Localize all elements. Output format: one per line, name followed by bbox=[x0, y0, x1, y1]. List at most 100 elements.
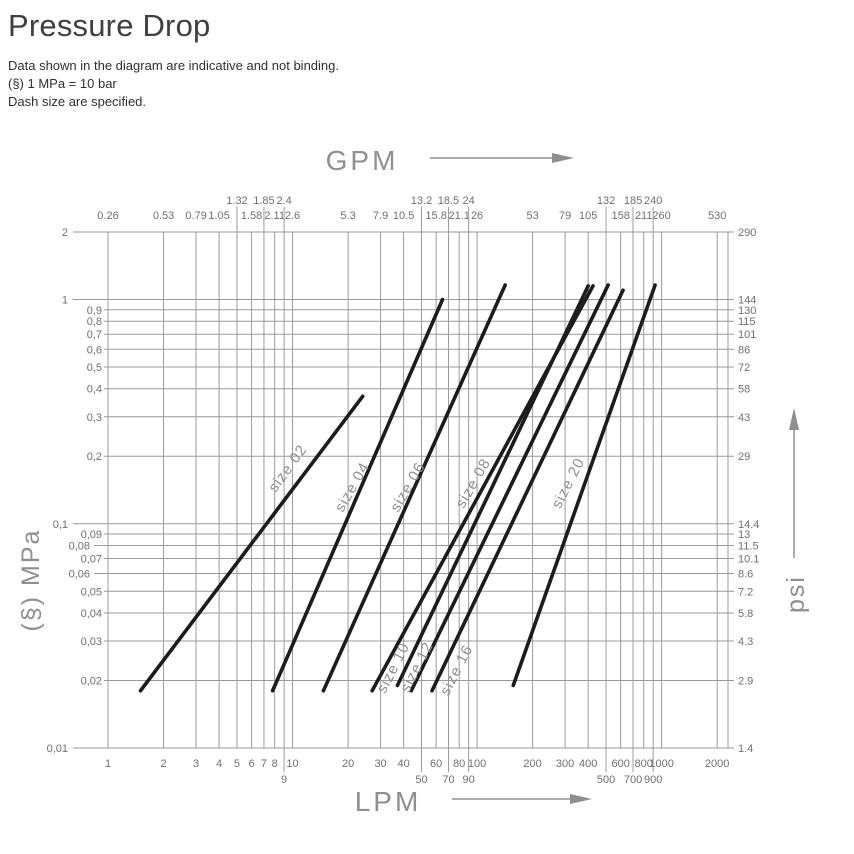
gpm-tick-label: 211 bbox=[635, 210, 653, 222]
note-line: (§) 1 MPa = 10 bar bbox=[8, 76, 117, 91]
psi-tick-label: 58 bbox=[738, 384, 750, 396]
curve-size-16 bbox=[430, 288, 625, 693]
curve-size-12 bbox=[409, 283, 610, 693]
gpm-tick-label: 1.58 bbox=[241, 210, 262, 222]
lpm-tick-label: 3 bbox=[193, 758, 199, 770]
gpm-tick-label: 13.2 bbox=[411, 195, 432, 207]
lpm-tick-label: 900 bbox=[644, 774, 662, 786]
lpm-tick-label: 1 bbox=[105, 758, 111, 770]
mpa-tick-label: 0,3 bbox=[87, 412, 102, 424]
curve-size-02 bbox=[138, 394, 365, 693]
lpm-tick-label: 10 bbox=[286, 758, 298, 770]
mpa-tick-label: 1 bbox=[62, 295, 68, 307]
gpm-tick-label: 530 bbox=[708, 210, 726, 222]
gpm-tick-label: 0.26 bbox=[97, 210, 118, 222]
psi-arrow-icon bbox=[789, 408, 799, 558]
lpm-tick-label: 4 bbox=[216, 758, 222, 770]
psi-tick-label: 11.5 bbox=[738, 540, 759, 552]
psi-tick-label: 7.2 bbox=[738, 586, 753, 598]
gpm-tick-label: 1.85 bbox=[253, 195, 274, 207]
mpa-tick-label: 0,05 bbox=[81, 586, 102, 598]
lpm-tick-label: 9 bbox=[281, 774, 287, 786]
mpa-tick-label: 0,04 bbox=[81, 608, 102, 620]
gpm-tick-label: 2.6 bbox=[285, 210, 300, 222]
gpm-axis-title: GPM bbox=[326, 145, 399, 176]
psi-tick-label: 5.8 bbox=[738, 608, 753, 620]
lpm-axis-labels: 1 2 3 4 5 6 7 8 10 20 30 40 60 80 100 200 300 400 600 80010… bbox=[105, 748, 729, 786]
mpa-tick-label: 0,02 bbox=[81, 675, 102, 687]
gpm-tick-label: 1.05 bbox=[208, 210, 229, 222]
psi-tick-label: 1.4 bbox=[738, 743, 753, 755]
gpm-tick-label: 105 bbox=[579, 210, 597, 222]
psi-tick-label: 8.6 bbox=[738, 569, 753, 581]
gpm-tick-label: 18.5 bbox=[438, 195, 459, 207]
gpm-tick-label: 240 bbox=[644, 195, 662, 207]
lpm-tick-label: 2000 bbox=[705, 758, 729, 770]
lpm-tick-label: 90 bbox=[462, 774, 474, 786]
series-label-size-06: size 06 bbox=[387, 459, 429, 515]
chart-notes: Data shown in the diagram are indicative… bbox=[8, 57, 339, 111]
gpm-tick-label: 158 bbox=[611, 210, 629, 222]
curve-size-20 bbox=[511, 283, 657, 688]
psi-tick-label: 144 bbox=[738, 295, 756, 307]
psi-tick-label: 72 bbox=[738, 362, 750, 374]
gpm-tick-label: 7.9 bbox=[373, 210, 388, 222]
mpa-tick-label: 0,8 bbox=[87, 316, 102, 328]
lpm-tick-label: 70 bbox=[442, 774, 454, 786]
lpm-tick-label: 100 bbox=[468, 758, 486, 770]
lpm-tick-label: 500 bbox=[597, 774, 615, 786]
gpm-tick-label: 10.5 bbox=[393, 210, 414, 222]
gpm-tick-label: 0.79 bbox=[185, 210, 206, 222]
lpm-tick-label: 20 bbox=[342, 758, 354, 770]
lpm-tick-label: 40 bbox=[398, 758, 410, 770]
mpa-tick-label: 0,03 bbox=[81, 636, 102, 648]
lpm-tick-label: 80 bbox=[453, 758, 465, 770]
lpm-tick-label: 7 bbox=[261, 758, 267, 770]
lpm-tick-label: 50 bbox=[415, 774, 427, 786]
psi-tick-label: 86 bbox=[738, 344, 750, 356]
psi-tick-label: 130 bbox=[738, 305, 756, 317]
curves bbox=[138, 283, 657, 693]
lpm-tick-label: 60 bbox=[430, 758, 442, 770]
mpa-tick-label: 0,08 bbox=[69, 540, 90, 552]
gpm-tick-label: 2.11 bbox=[264, 210, 285, 222]
mpa-tick-label: 0,1 bbox=[53, 519, 68, 531]
gpm-tick-label: 5.3 bbox=[340, 210, 355, 222]
psi-tick-label: 29 bbox=[738, 451, 750, 463]
mpa-tick-label: 0,6 bbox=[87, 344, 102, 356]
gpm-tick-label: 24 bbox=[462, 195, 474, 207]
psi-tick-label: 13 bbox=[738, 529, 750, 541]
gpm-tick-label: 2.4 bbox=[276, 195, 291, 207]
mpa-tick-label: 0,7 bbox=[87, 329, 102, 341]
lpm-tick-label: 400 bbox=[579, 758, 597, 770]
mpa-tick-label: 0,2 bbox=[87, 451, 102, 463]
gpm-arrow-icon bbox=[430, 153, 574, 163]
lpm-tick-label: 300 bbox=[556, 758, 574, 770]
note-line: Dash size are specified. bbox=[8, 94, 147, 109]
mpa-tick-label: 0,09 bbox=[81, 529, 102, 541]
mpa-tick-label: 0,01 bbox=[47, 743, 68, 755]
lpm-tick-label: 5 bbox=[234, 758, 240, 770]
note-line: Data shown in the diagram are indicative… bbox=[8, 58, 339, 73]
mpa-tick-label: 0,06 bbox=[69, 569, 90, 581]
gpm-tick-label: 0.53 bbox=[153, 210, 174, 222]
series-label-size-20: size 20 bbox=[548, 455, 588, 511]
lpm-tick-label: 200 bbox=[523, 758, 541, 770]
gpm-tick-label: 21.1 bbox=[448, 210, 469, 222]
lpm-tick-label: 6 bbox=[249, 758, 255, 770]
series-label-size-02: size 02 bbox=[265, 441, 311, 495]
gpm-tick-label: 26 bbox=[471, 210, 483, 222]
curve-size-06 bbox=[321, 283, 507, 693]
curve-size-04 bbox=[270, 297, 445, 693]
gpm-tick-label: 185 bbox=[624, 195, 642, 207]
lpm-tick-label: 8 bbox=[272, 758, 278, 770]
lpm-axis-title: LPM bbox=[355, 786, 422, 817]
gpm-tick-label: 132 bbox=[597, 195, 615, 207]
mpa-tick-label: 2 bbox=[62, 227, 68, 239]
lpm-tick-label: 30 bbox=[374, 758, 386, 770]
mpa-tick-label: 0,07 bbox=[81, 553, 102, 565]
mpa-axis-labels: 210,90,80,70,60,50,40,30,20,10,090,080,0… bbox=[47, 227, 108, 755]
